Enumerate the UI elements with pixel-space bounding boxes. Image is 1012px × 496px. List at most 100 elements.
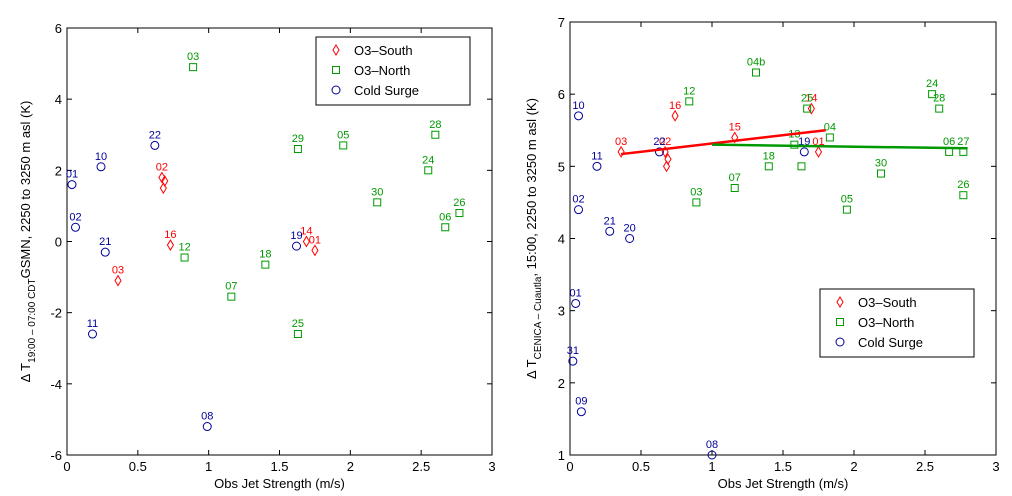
x-tick-label: 0	[63, 459, 70, 474]
point-label: 03	[690, 186, 702, 198]
legend-marker	[332, 44, 340, 56]
point-label: 24	[926, 78, 938, 90]
point-label: 04	[824, 121, 836, 133]
point	[764, 162, 773, 171]
point-label: 02	[572, 194, 584, 206]
point	[825, 133, 834, 142]
point	[807, 102, 815, 115]
point-label: 24	[422, 154, 434, 166]
x-tick-label: 2	[850, 459, 857, 474]
legend-label: O3–South	[858, 295, 917, 310]
point	[100, 247, 110, 257]
point	[671, 109, 679, 122]
x-tick-label: 1	[205, 459, 212, 474]
legend: O3–South O3–North Cold Surge	[315, 36, 471, 106]
point-label: 15	[729, 121, 741, 133]
y-tick-label: 6	[55, 21, 62, 36]
x-axis-label: Obs Jet Strength (m/s)	[214, 476, 345, 491]
point-label: 19	[290, 230, 302, 242]
point-label: 11	[591, 150, 602, 162]
point-label: 14	[805, 93, 817, 105]
point-label: 29	[292, 133, 304, 145]
legend-label: O3–North	[354, 63, 410, 78]
x-tick-label: 1	[708, 459, 715, 474]
point-label: 11	[87, 318, 98, 330]
point	[617, 145, 625, 158]
legend-marker	[836, 296, 844, 308]
x-tick-label: 2	[347, 459, 354, 474]
legend-box	[819, 288, 975, 358]
point	[180, 253, 189, 262]
point	[730, 183, 739, 192]
point	[424, 166, 433, 175]
x-tick-label: 0.5	[129, 459, 147, 474]
point	[311, 244, 319, 257]
point	[731, 131, 739, 144]
x-axis-label: Obs Jet Strength (m/s)	[718, 476, 849, 491]
point	[189, 63, 198, 72]
point	[292, 241, 301, 251]
point	[803, 104, 812, 113]
y-tick-label: 1	[558, 448, 565, 463]
point-label: 16	[164, 229, 176, 241]
point	[302, 235, 311, 248]
point	[574, 111, 584, 121]
legend-marker	[331, 85, 341, 95]
point-label: 30	[371, 186, 383, 198]
point-label: 07	[729, 172, 741, 184]
point-label: 03	[187, 51, 199, 63]
point-label: 21	[99, 236, 111, 248]
y-tick-label: 7	[558, 15, 565, 30]
x-tick-label: 1.5	[774, 459, 792, 474]
y-tick-label: -4	[50, 377, 62, 392]
point	[431, 130, 440, 139]
point-label: 01	[66, 169, 78, 181]
y-label-main: Δ T	[18, 363, 33, 383]
y-label-main: Δ T	[524, 359, 539, 379]
point	[88, 329, 97, 339]
point	[293, 144, 302, 153]
legend-label: Cold Surge	[354, 83, 419, 98]
point	[592, 161, 602, 171]
x-tick-label: 3	[488, 459, 495, 474]
legend-label: O3–North	[858, 315, 914, 330]
y-label-rest: GSMN, 2250 to 3250 m asl (K)	[18, 101, 33, 279]
y-axis-label: Δ T19:00 – 07:00 CDTGSMN, 2250 to 3250 m…	[18, 101, 38, 383]
y-axis-label: Δ TCENICA – Cuautla, 15:00, 2250 to 3250…	[524, 98, 544, 379]
point-label: 22	[149, 129, 161, 141]
y-tick-label: 4	[55, 92, 62, 107]
y-tick-label: 0	[55, 235, 62, 250]
point-label: 12	[178, 242, 190, 254]
point	[945, 147, 954, 156]
point-label: 22	[653, 136, 665, 148]
point-label: 09	[575, 396, 587, 408]
x-tick-label: 3	[992, 459, 999, 474]
point-label: 31	[567, 345, 579, 357]
x-tick-label: 2.5	[916, 459, 934, 474]
point-label: 26	[957, 179, 969, 191]
y-tick-label: 2	[55, 163, 62, 178]
point	[67, 180, 77, 190]
point	[654, 147, 664, 157]
y-label-rest: , 15:00, 2250 to 3250 m asl (K)	[524, 98, 539, 277]
point	[959, 191, 968, 200]
point-label: 27	[957, 136, 969, 148]
legend-marker	[332, 66, 340, 74]
point-label: 10	[572, 100, 584, 112]
point	[339, 141, 348, 150]
y-tick-label: 4	[558, 232, 565, 247]
point	[685, 97, 694, 106]
point-label: 04b	[747, 57, 765, 69]
point-label: 12	[683, 85, 695, 97]
point	[605, 226, 615, 236]
point	[261, 260, 270, 269]
point	[114, 274, 122, 287]
point	[571, 298, 581, 308]
point-label: 14	[300, 226, 312, 238]
point-label: 05	[841, 194, 853, 206]
point	[574, 205, 584, 215]
y-tick-label: 6	[558, 87, 565, 102]
x-tick-label: 2.5	[412, 459, 430, 474]
point	[455, 209, 464, 218]
